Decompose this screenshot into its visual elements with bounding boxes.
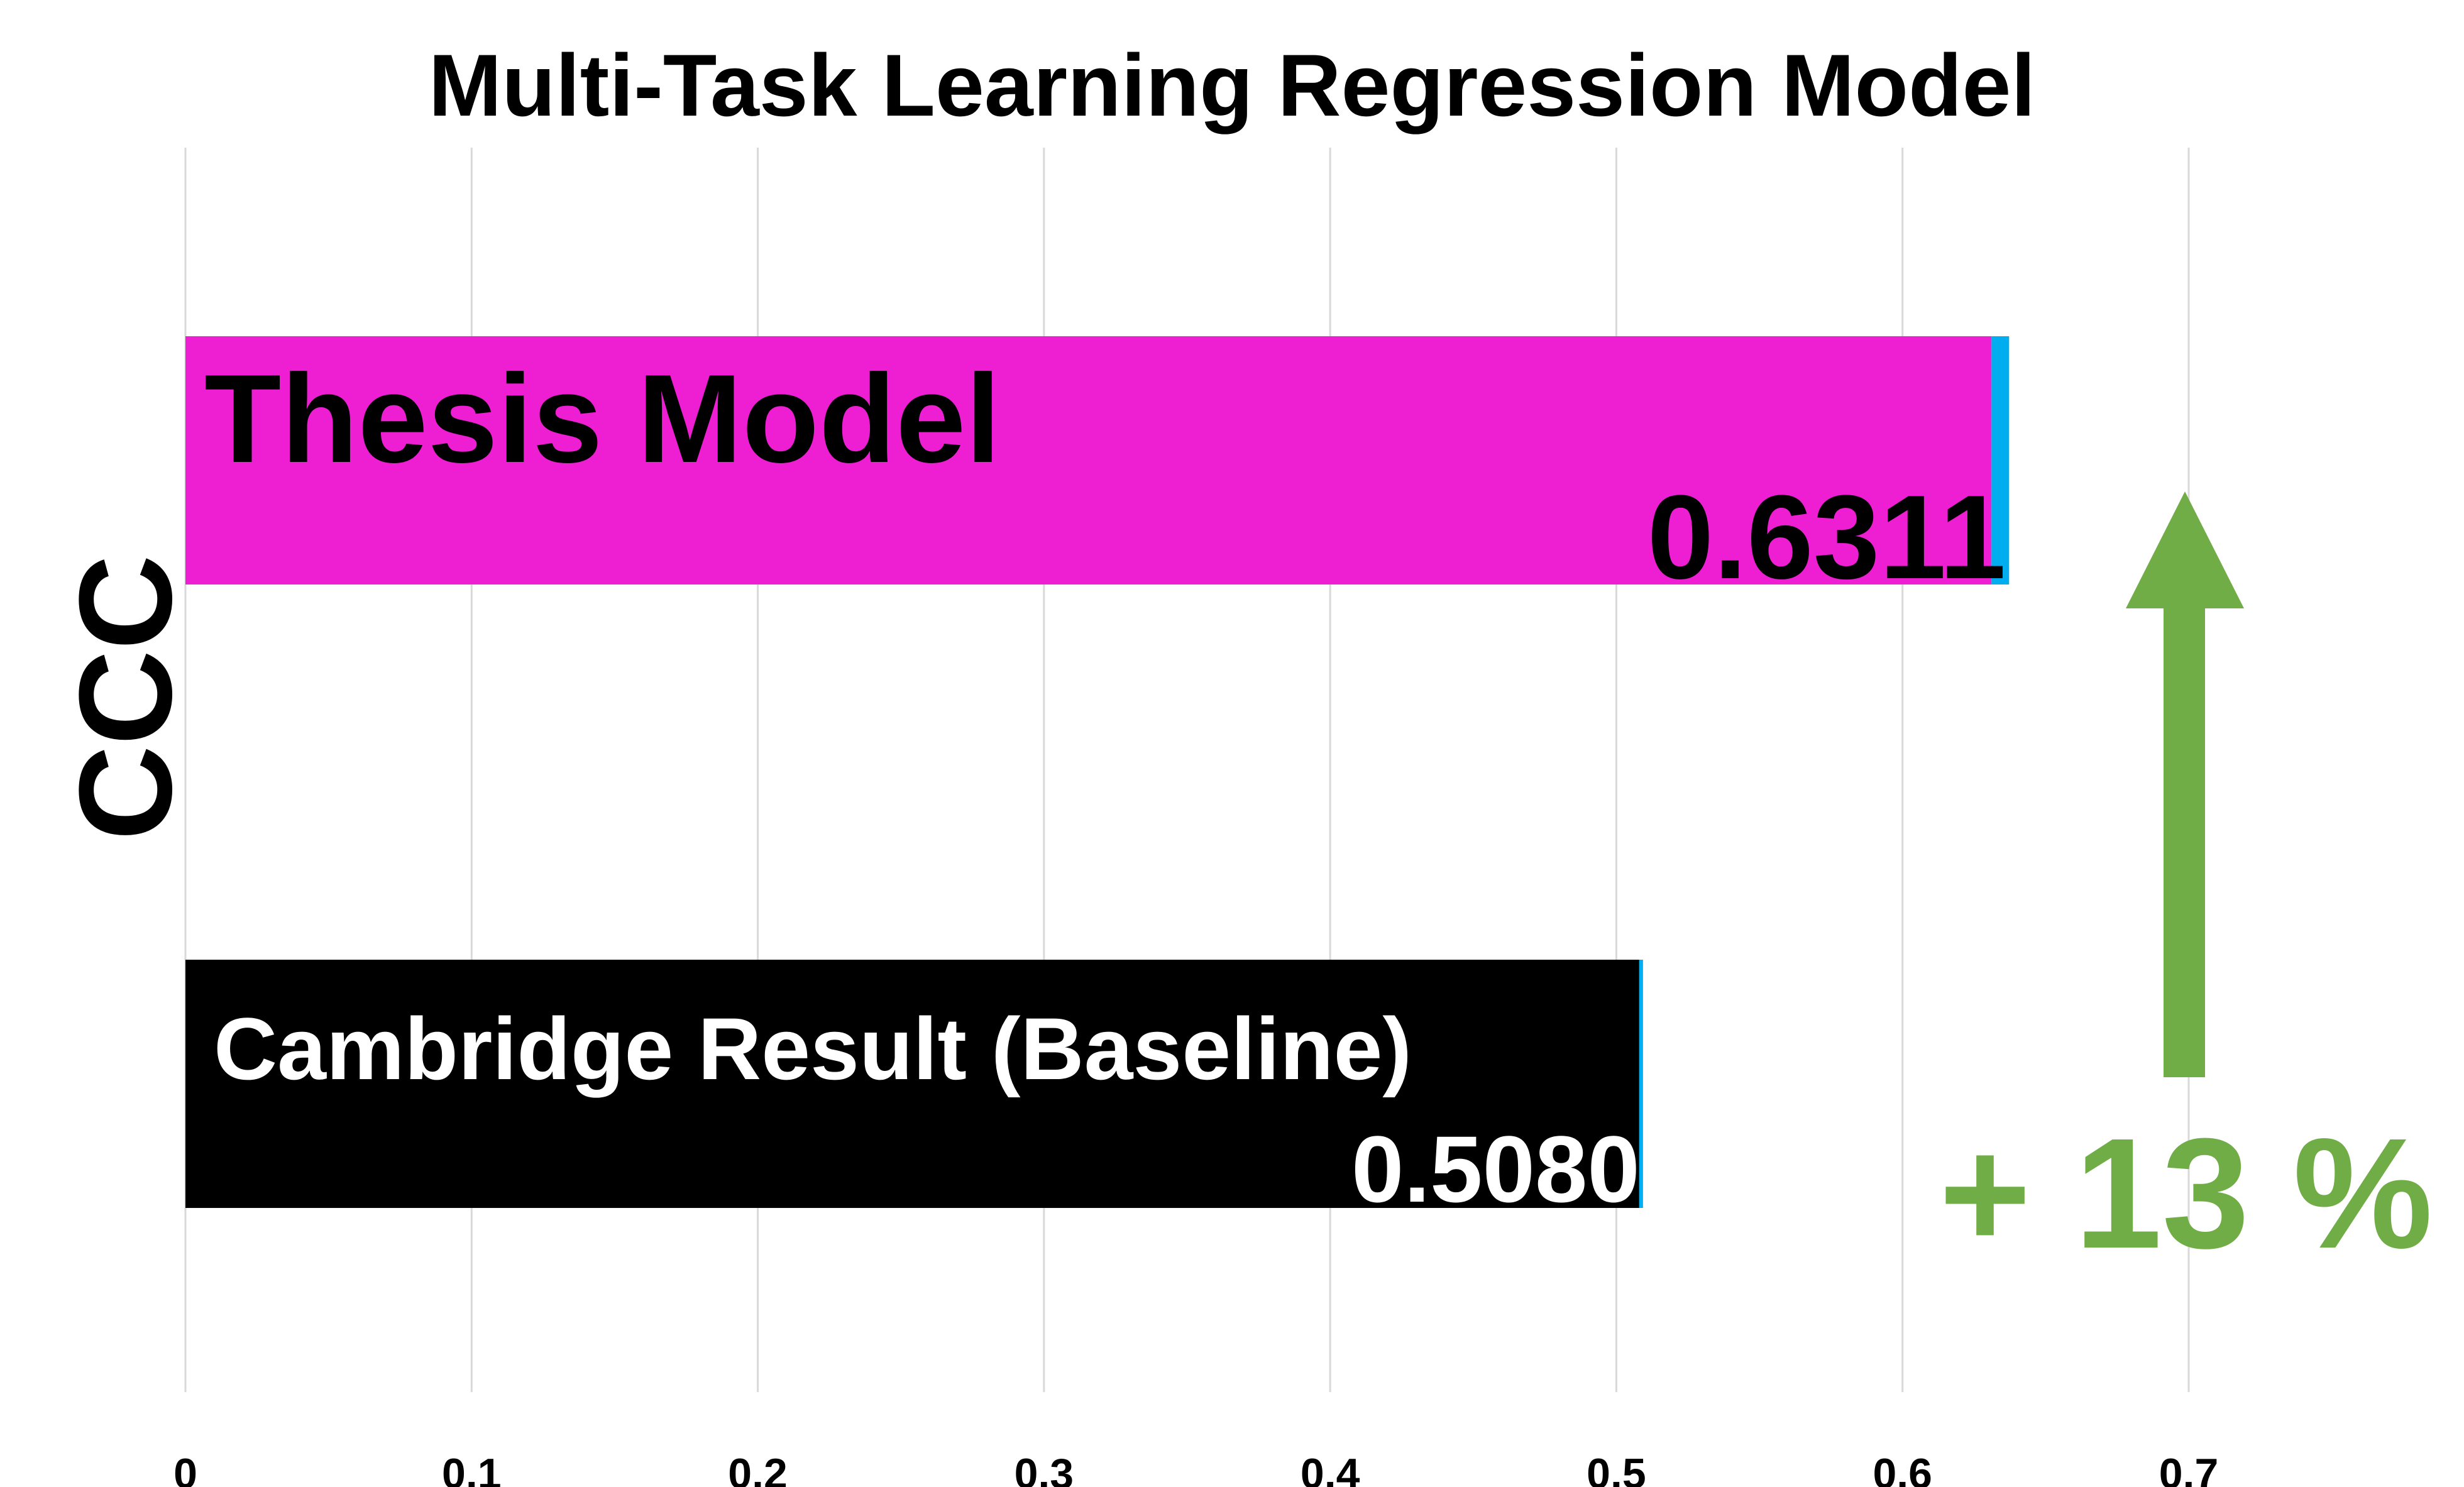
bar bbox=[185, 960, 1639, 1208]
x-tick-label: 0.6 bbox=[1873, 1450, 1932, 1487]
x-tick-label: 0.3 bbox=[1015, 1450, 1074, 1487]
x-tick-label: 0.5 bbox=[1587, 1450, 1646, 1487]
improvement-label: + 13 % bbox=[1939, 1106, 2433, 1281]
chart-title: Multi-Task Learning Regression Model bbox=[428, 36, 2036, 134]
x-tick-label: 0.2 bbox=[728, 1450, 788, 1487]
bar-category-label: Thesis Model bbox=[204, 349, 1001, 489]
error-bar bbox=[1639, 960, 1643, 1208]
x-tick-label: 0.7 bbox=[2159, 1450, 2219, 1487]
up-arrow-head bbox=[2126, 491, 2244, 608]
x-tick-label: 0 bbox=[173, 1450, 197, 1487]
bar-value-label: 0.5080 bbox=[1351, 1116, 1640, 1222]
bar-category-label: Cambridge Result (Baseline) bbox=[214, 999, 1412, 1098]
error-bar bbox=[1991, 336, 2010, 584]
x-tick-label: 0.4 bbox=[1301, 1450, 1360, 1487]
up-arrow-shaft bbox=[2164, 607, 2205, 1077]
x-tick-label: 0.1 bbox=[442, 1450, 502, 1487]
bar-value-label: 0.6311 bbox=[1647, 471, 2006, 604]
bar bbox=[185, 336, 1992, 584]
